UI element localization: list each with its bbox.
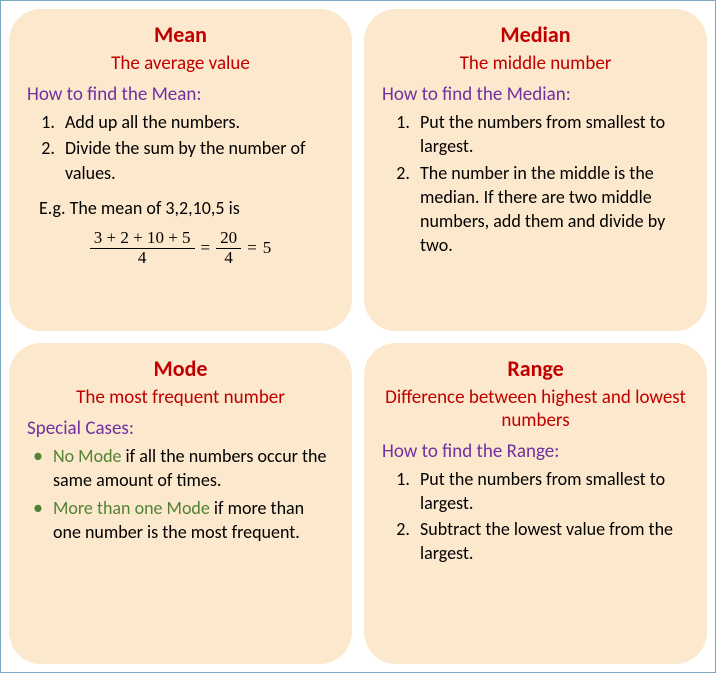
mean-example-lead: E.g. The mean of 3,2,10,5 is — [27, 197, 334, 219]
list-item: Add up all the numbers. — [59, 110, 334, 134]
mode-subtitle: The most frequent number — [27, 386, 334, 409]
range-subtitle: Difference between highest and lowest nu… — [382, 386, 689, 432]
equation-result: 5 — [263, 238, 272, 258]
denominator: 4 — [220, 249, 237, 268]
mean-howto: How to find the Mean: — [27, 83, 334, 106]
case-lead: No Mode — [53, 445, 121, 467]
list-item: Put the numbers from smallest to largest… — [414, 467, 689, 516]
numerator: 3 + 2 + 10 + 5 — [90, 229, 195, 249]
mean-equation: 3 + 2 + 10 + 5 4 = 20 4 = 5 — [27, 229, 334, 267]
card-median: Median The middle number How to find the… — [364, 9, 707, 331]
mean-subtitle: The average value — [27, 52, 334, 75]
mode-cases: No Mode if all the numbers occur the sam… — [27, 444, 334, 549]
fraction: 3 + 2 + 10 + 5 4 — [90, 229, 195, 267]
mean-title: Mean — [27, 21, 334, 48]
list-item: No Mode if all the numbers occur the sam… — [31, 444, 334, 493]
list-item: Divide the sum by the number of values. — [59, 136, 334, 185]
list-item: More than one Mode if more than one numb… — [31, 496, 334, 545]
list-item: Subtract the lowest value from the large… — [414, 517, 689, 566]
range-steps: Put the numbers from smallest to largest… — [382, 467, 689, 568]
case-lead: More than one Mode — [53, 497, 210, 519]
mode-title: Mode — [27, 355, 334, 382]
equals-sign: = — [201, 238, 211, 258]
median-steps: Put the numbers from smallest to largest… — [382, 110, 689, 260]
median-title: Median — [382, 21, 689, 48]
mode-special-label: Special Cases: — [27, 417, 334, 440]
list-item: Put the numbers from smallest to largest… — [414, 110, 689, 159]
median-howto: How to find the Median: — [382, 83, 689, 106]
card-mean: Mean The average value How to find the M… — [9, 9, 352, 331]
mean-steps: Add up all the numbers. Divide the sum b… — [27, 110, 334, 187]
median-subtitle: The middle number — [382, 52, 689, 75]
denominator: 4 — [134, 249, 151, 268]
numerator: 20 — [216, 229, 241, 249]
equals-sign: = — [247, 238, 257, 258]
range-howto: How to find the Range: — [382, 440, 689, 463]
list-item: The number in the middle is the median. … — [414, 161, 689, 258]
card-mode: Mode The most frequent number Special Ca… — [9, 343, 352, 665]
cards-grid: Mean The average value How to find the M… — [9, 9, 707, 664]
fraction: 20 4 — [216, 229, 241, 267]
card-range: Range Difference between highest and low… — [364, 343, 707, 665]
range-title: Range — [382, 355, 689, 382]
